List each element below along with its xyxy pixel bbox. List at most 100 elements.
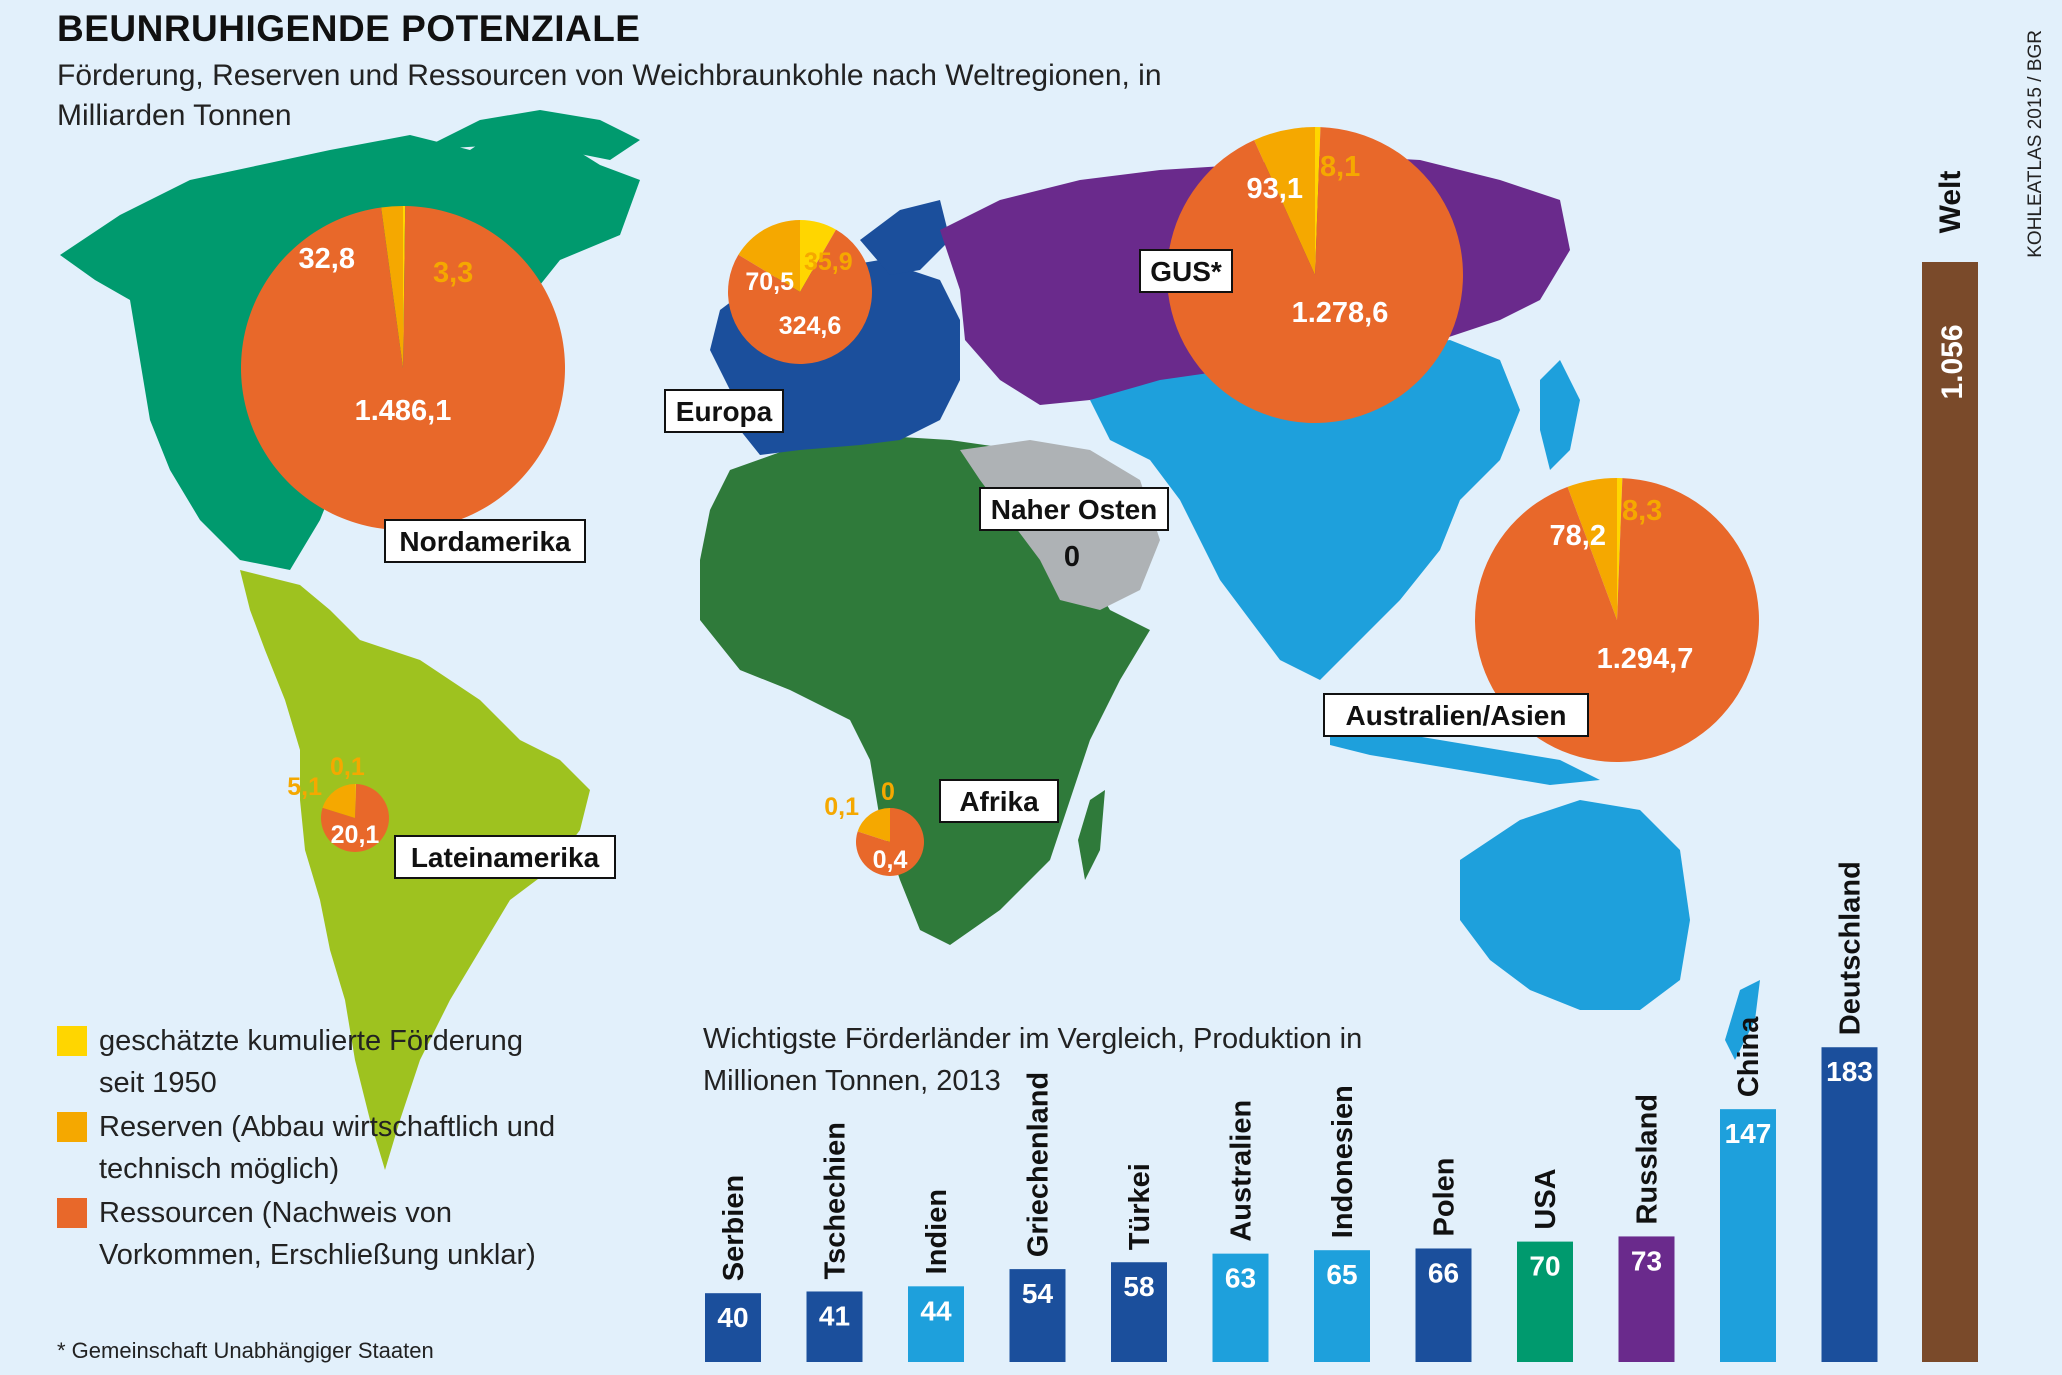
pie-afrika-label-ressourcen: 0,4 bbox=[873, 846, 908, 874]
pie-australien-asien: 8,3 78,2 1.294,7 Australien/Asien bbox=[1323, 478, 1759, 762]
world-total-bar: 1.056 Welt bbox=[1922, 171, 1978, 1362]
bar-russland: 73 Russland bbox=[1618, 1094, 1675, 1362]
bar-indonesien-rect bbox=[1314, 1250, 1370, 1362]
region-japan bbox=[1540, 360, 1580, 470]
bar-serbien-label: Serbien bbox=[718, 1175, 750, 1281]
pie-afrika-slice-ressourcen bbox=[856, 808, 924, 876]
region-australien bbox=[1460, 800, 1690, 1010]
page-title: BEUNRUHIGENDE POTENZIALE bbox=[57, 8, 641, 49]
footnote: * Gemeinschaft Unabhängiger Staaten bbox=[57, 1338, 434, 1363]
legend-label-ressourcen: Ressourcen (Nachweis von Vorkommen, Ersc… bbox=[99, 1197, 536, 1271]
pie-afrika-label-reserven: 0,1 bbox=[824, 793, 859, 821]
bar-indien-rect bbox=[908, 1286, 964, 1362]
bar-usa: 70 USA bbox=[1517, 1168, 1573, 1362]
pie-naher-osten-label-ressourcen: 0 bbox=[1064, 541, 1080, 573]
bar-indien: 44 Indien bbox=[908, 1189, 964, 1362]
pie-lateinamerika-label-reserven: 5,1 bbox=[287, 773, 322, 801]
pie-europa-name-box bbox=[664, 389, 784, 433]
bar-serbien: 40 Serbien bbox=[705, 1175, 761, 1362]
pie-gus-slice-ressourcen bbox=[1166, 127, 1463, 424]
welt-bar-rect bbox=[1922, 262, 1978, 1362]
bar-polen-rect bbox=[1415, 1248, 1472, 1362]
bar-griechenland-label: Griechenland bbox=[1023, 1072, 1055, 1257]
pie-naher-osten: 0 Naher Osten bbox=[979, 487, 1169, 573]
region-madagaskar bbox=[1078, 790, 1105, 880]
pie-lateinamerika-slice-reserven bbox=[322, 784, 355, 818]
bar-russland-label: Russland bbox=[1632, 1094, 1664, 1225]
legend-label-foerderung: geschätzte kumulierte Förderung seit 195… bbox=[99, 1025, 523, 1099]
bar-chart-caption: Wichtigste Förderländer im Vergleich, Pr… bbox=[703, 1023, 1363, 1097]
pie-gus-name-box bbox=[1139, 249, 1233, 293]
bar-griechenland: 54 Griechenland bbox=[1009, 1072, 1066, 1362]
pie-australien-asien-label-foerderung: 8,3 bbox=[1622, 495, 1662, 527]
bar-usa-rect bbox=[1517, 1241, 1573, 1362]
bar-russland-rect bbox=[1618, 1236, 1675, 1362]
pie-nordamerika-label-foerderung: 3,3 bbox=[433, 257, 473, 289]
pie-europa-label-foerderung: 35,9 bbox=[804, 248, 853, 276]
bar-deutschland-value: 183 bbox=[1826, 1056, 1873, 1087]
pie-nordamerika: 3,3 32,8 1.486,1 Nordamerika bbox=[240, 206, 586, 563]
pie-europa-slice-ressourcen bbox=[727, 229, 872, 364]
pie-nordamerika-slice-ressourcen bbox=[240, 206, 565, 531]
bar-russland-value: 73 bbox=[1631, 1245, 1662, 1276]
pie-lateinamerika-name-box bbox=[394, 835, 616, 879]
bar-tschechien-value: 41 bbox=[819, 1300, 850, 1331]
pie-australien-asien-label-ressourcen: 1.294,7 bbox=[1597, 643, 1694, 675]
page-subtitle: Förderung, Reserven und Ressourcen von W… bbox=[57, 59, 1162, 132]
pie-lateinamerika-name: Lateinamerika bbox=[411, 842, 600, 873]
region-asien bbox=[1090, 340, 1520, 680]
bar-australien-rect bbox=[1212, 1253, 1269, 1362]
pie-lateinamerika-label-foerderung: 0,1 bbox=[330, 753, 365, 781]
pie-europa: 35,9 70,5 324,6 Europa bbox=[664, 220, 872, 433]
region-pies: 3,3 32,8 1.486,1 Nordamerika 35,9 70,5 324,6 Eu… bbox=[240, 127, 1759, 879]
pie-nordamerika-label-reserven: 32,8 bbox=[299, 243, 355, 275]
pie-afrika-slice-reserven bbox=[857, 808, 890, 842]
pie-australien-asien-label-reserven: 78,2 bbox=[1550, 520, 1606, 552]
pie-gus-name: GUS* bbox=[1150, 256, 1222, 287]
bar-polen: 66 Polen bbox=[1415, 1158, 1472, 1362]
pie-australien-asien-slice-ressourcen bbox=[1475, 478, 1759, 762]
pie-nordamerika-name-box bbox=[384, 519, 586, 563]
legend-swatch-ressourcen bbox=[57, 1198, 87, 1228]
pie-europa-name: Europa bbox=[676, 396, 773, 427]
source-credit: KOHLEATLAS 2015 / BGR bbox=[2025, 30, 2046, 258]
pie-lateinamerika-label-ressourcen: 20,1 bbox=[331, 821, 380, 849]
bar-indien-value: 44 bbox=[920, 1295, 952, 1326]
bar-australien-label: Australien bbox=[1226, 1100, 1258, 1242]
bar-griechenland-value: 54 bbox=[1022, 1278, 1054, 1309]
pie-nordamerika-label-ressourcen: 1.486,1 bbox=[355, 395, 452, 427]
pie-gus: 8,1 93,1 1.278,6 GUS* bbox=[1139, 127, 1463, 424]
bar-serbien-rect bbox=[705, 1293, 761, 1362]
bar-deutschland: 183 Deutschland bbox=[1821, 861, 1878, 1362]
bar-indonesien: 65 Indonesien bbox=[1314, 1085, 1370, 1362]
bar-deutschland-label: Deutschland bbox=[1835, 861, 1867, 1035]
pie-nordamerika-slice-foerderung bbox=[403, 206, 406, 368]
pie-australien-asien-slice-reserven bbox=[1567, 478, 1617, 620]
bar-usa-label: USA bbox=[1530, 1168, 1562, 1229]
bar-tschechien-label: Tschechien bbox=[820, 1122, 852, 1279]
legend-item-reserven: Reserven (Abbau wirtschaftlich und techn… bbox=[57, 1106, 559, 1190]
pie-australien-asien-name-box bbox=[1323, 693, 1589, 737]
pie-lateinamerika: 0,1 5,1 20,1 Lateinamerika bbox=[287, 753, 616, 879]
pie-europa-label-ressourcen: 324,6 bbox=[779, 312, 842, 340]
pie-gus-slice-foerderung bbox=[1315, 127, 1321, 275]
pie-naher-osten-name-box bbox=[979, 487, 1169, 531]
bar-griechenland-rect bbox=[1009, 1269, 1066, 1362]
bar-australien: 63 Australien bbox=[1212, 1100, 1269, 1362]
bar-türkei: 58 Türkei bbox=[1111, 1163, 1167, 1362]
pie-naher-osten-name: Naher Osten bbox=[991, 494, 1158, 525]
bar-tschechien-rect bbox=[806, 1291, 863, 1362]
pie-australien-asien-slice-foerderung bbox=[1617, 478, 1623, 620]
pie-gus-label-ressourcen: 1.278,6 bbox=[1292, 297, 1389, 329]
pie-lateinamerika-slice-ressourcen bbox=[321, 784, 390, 852]
legend-swatch-foerderung bbox=[57, 1026, 87, 1056]
pie-nordamerika-name: Nordamerika bbox=[399, 526, 571, 557]
bar-polen-value: 66 bbox=[1428, 1257, 1459, 1288]
pie-europa-label-reserven: 70,5 bbox=[745, 268, 794, 296]
bar-usa-value: 70 bbox=[1529, 1251, 1560, 1282]
pie-europa-slice-foerderung bbox=[800, 220, 836, 292]
legend-item-ressourcen: Ressourcen (Nachweis von Vorkommen, Ersc… bbox=[57, 1192, 559, 1276]
welt-bar-value: 1.056 bbox=[1936, 324, 1969, 399]
bar-china-label: China bbox=[1733, 1016, 1765, 1097]
